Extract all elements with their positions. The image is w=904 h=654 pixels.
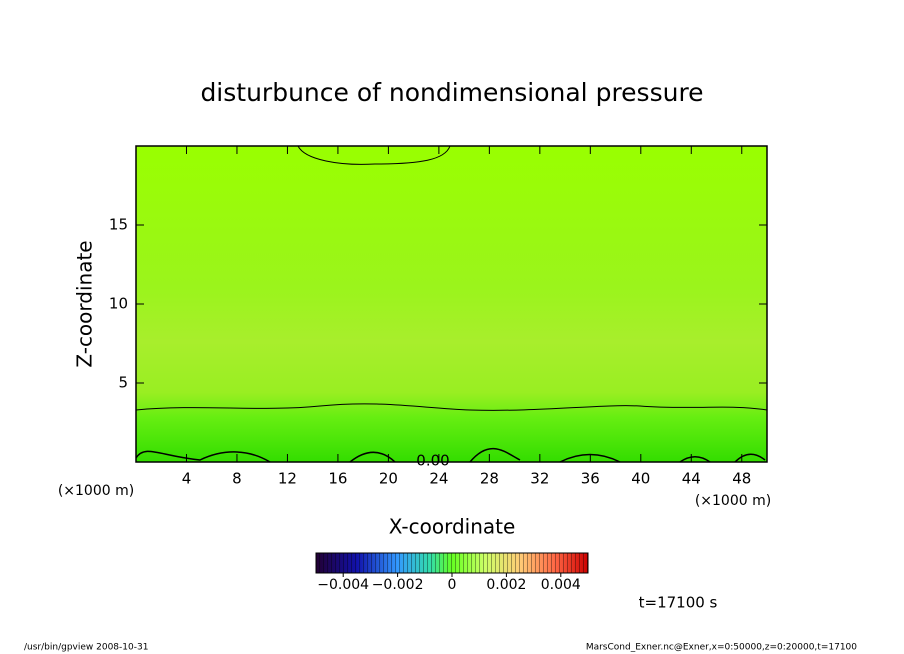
colorbar-tick-label: 0	[448, 577, 457, 593]
y-tick-label: 5	[118, 374, 128, 392]
contour-label: 0.00	[416, 452, 449, 470]
x-tick-label: 44	[682, 470, 701, 488]
x-tick-label: 12	[278, 470, 297, 488]
footer-left: /usr/bin/gpview 2008-10-31	[24, 643, 148, 653]
contour-line	[135, 403, 768, 411]
chart-title: disturbunce of nondimensional pressure	[200, 78, 703, 107]
y-tick-label: 10	[109, 295, 128, 313]
y-axis-label: Z-coordinate	[73, 240, 97, 367]
time-annotation: t=17100 s	[639, 594, 718, 612]
x-unit: (×1000 m)	[58, 483, 134, 499]
x-unit: (×1000 m)	[695, 493, 771, 509]
colorbar-tick-label: −0.004	[317, 577, 369, 593]
field	[136, 146, 767, 462]
colorbar-tick-label: 0.004	[541, 577, 581, 593]
x-tick-label: 8	[232, 470, 242, 488]
x-tick-label: 16	[328, 470, 347, 488]
footer-right: MarsCond_Exner.nc@Exner,x=0:50000,z=0:20…	[586, 643, 857, 653]
x-tick-label: 36	[581, 470, 600, 488]
x-tick-label: 4	[182, 470, 192, 488]
x-tick-label: 40	[631, 470, 650, 488]
x-tick-label: 32	[530, 470, 549, 488]
colorbar-frame	[315, 552, 589, 574]
x-tick-label: 48	[732, 470, 751, 488]
colorbar-tick-label: −0.002	[372, 577, 424, 593]
x-tick-label: 28	[480, 470, 499, 488]
x-axis-label: X-coordinate	[389, 515, 516, 539]
contour-line	[297, 145, 451, 165]
x-tick-label: 20	[379, 470, 398, 488]
x-tick-label: 24	[429, 470, 448, 488]
y-tick-label: 15	[109, 216, 128, 234]
colorbar-tick-label: 0.002	[486, 577, 526, 593]
